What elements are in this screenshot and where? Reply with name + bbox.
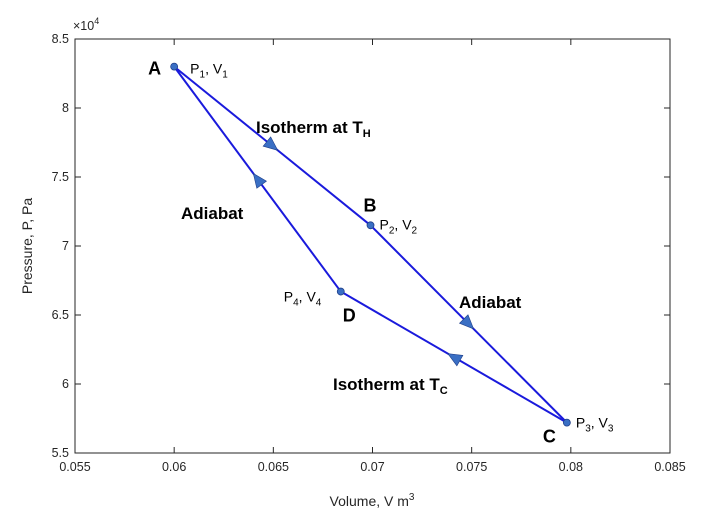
y-tick-label: 7 [62, 239, 69, 253]
marker-D [336, 287, 345, 296]
x-tick-label: 0.06 [162, 460, 186, 474]
plot-area [74, 38, 671, 454]
y-tick-label: 5.5 [52, 446, 69, 460]
process-label-B-C: Adiabat [459, 293, 522, 312]
marker-B [366, 221, 375, 230]
x-tick-label: 0.08 [559, 460, 583, 474]
point-letter-D: D [343, 306, 356, 326]
y-tick-label: 8.5 [52, 32, 69, 46]
point-pv-label-C: P3, V3 [576, 415, 614, 435]
arrow-A-B [262, 136, 279, 151]
marker-C [562, 418, 571, 427]
y-tick-label: 6.5 [52, 308, 69, 322]
x-axis-ticks: 0.055 0.06 0.065 0.07 0.075 0.08 0.085 [59, 39, 686, 474]
x-tick-label: 0.055 [59, 460, 90, 474]
direction-arrows [252, 136, 475, 367]
point-pv-label-D: P4, V4 [284, 289, 322, 309]
marker-A [170, 62, 179, 71]
process-label-A-B: Isotherm at TH [256, 118, 371, 140]
y-tick-label: 7.5 [52, 170, 69, 184]
x-tick-label: 0.07 [360, 460, 384, 474]
y-multiplier: ×104 [73, 16, 99, 33]
point-letter-B: B [364, 195, 377, 215]
point-letter-C: C [543, 427, 556, 447]
point-letter-A: A [148, 59, 161, 79]
x-tick-label: 0.085 [654, 460, 685, 474]
arrow-B-C [458, 314, 475, 330]
point-pv-label-B: P2, V2 [380, 216, 418, 236]
state-labels: A P1, V1 BP2, V2 C P3, V3 D P4, V4 [148, 59, 614, 447]
arrow-C-D [447, 353, 464, 367]
process-label-D-A: Adiabat [181, 204, 244, 223]
y-axis-label: Pressure, P, Pa [19, 198, 35, 294]
x-tick-label: 0.075 [456, 460, 487, 474]
y-tick-label: 6 [62, 377, 69, 391]
point-pv-label-A: P1, V1 [190, 61, 228, 81]
x-tick-label: 0.065 [258, 460, 289, 474]
y-axis-ticks: 5.5 6 6.5 7 7.5 8 8.5 [52, 32, 670, 460]
process-labels: Isotherm at TH Adiabat Isotherm at TC Adiab… [181, 118, 522, 397]
arrow-D-A [252, 172, 267, 189]
x-axis-label: Volume, V m3 [330, 492, 415, 509]
process-label-C-D: Isotherm at TC [333, 375, 448, 397]
state-markers [170, 62, 571, 427]
y-tick-label: 8 [62, 101, 69, 115]
